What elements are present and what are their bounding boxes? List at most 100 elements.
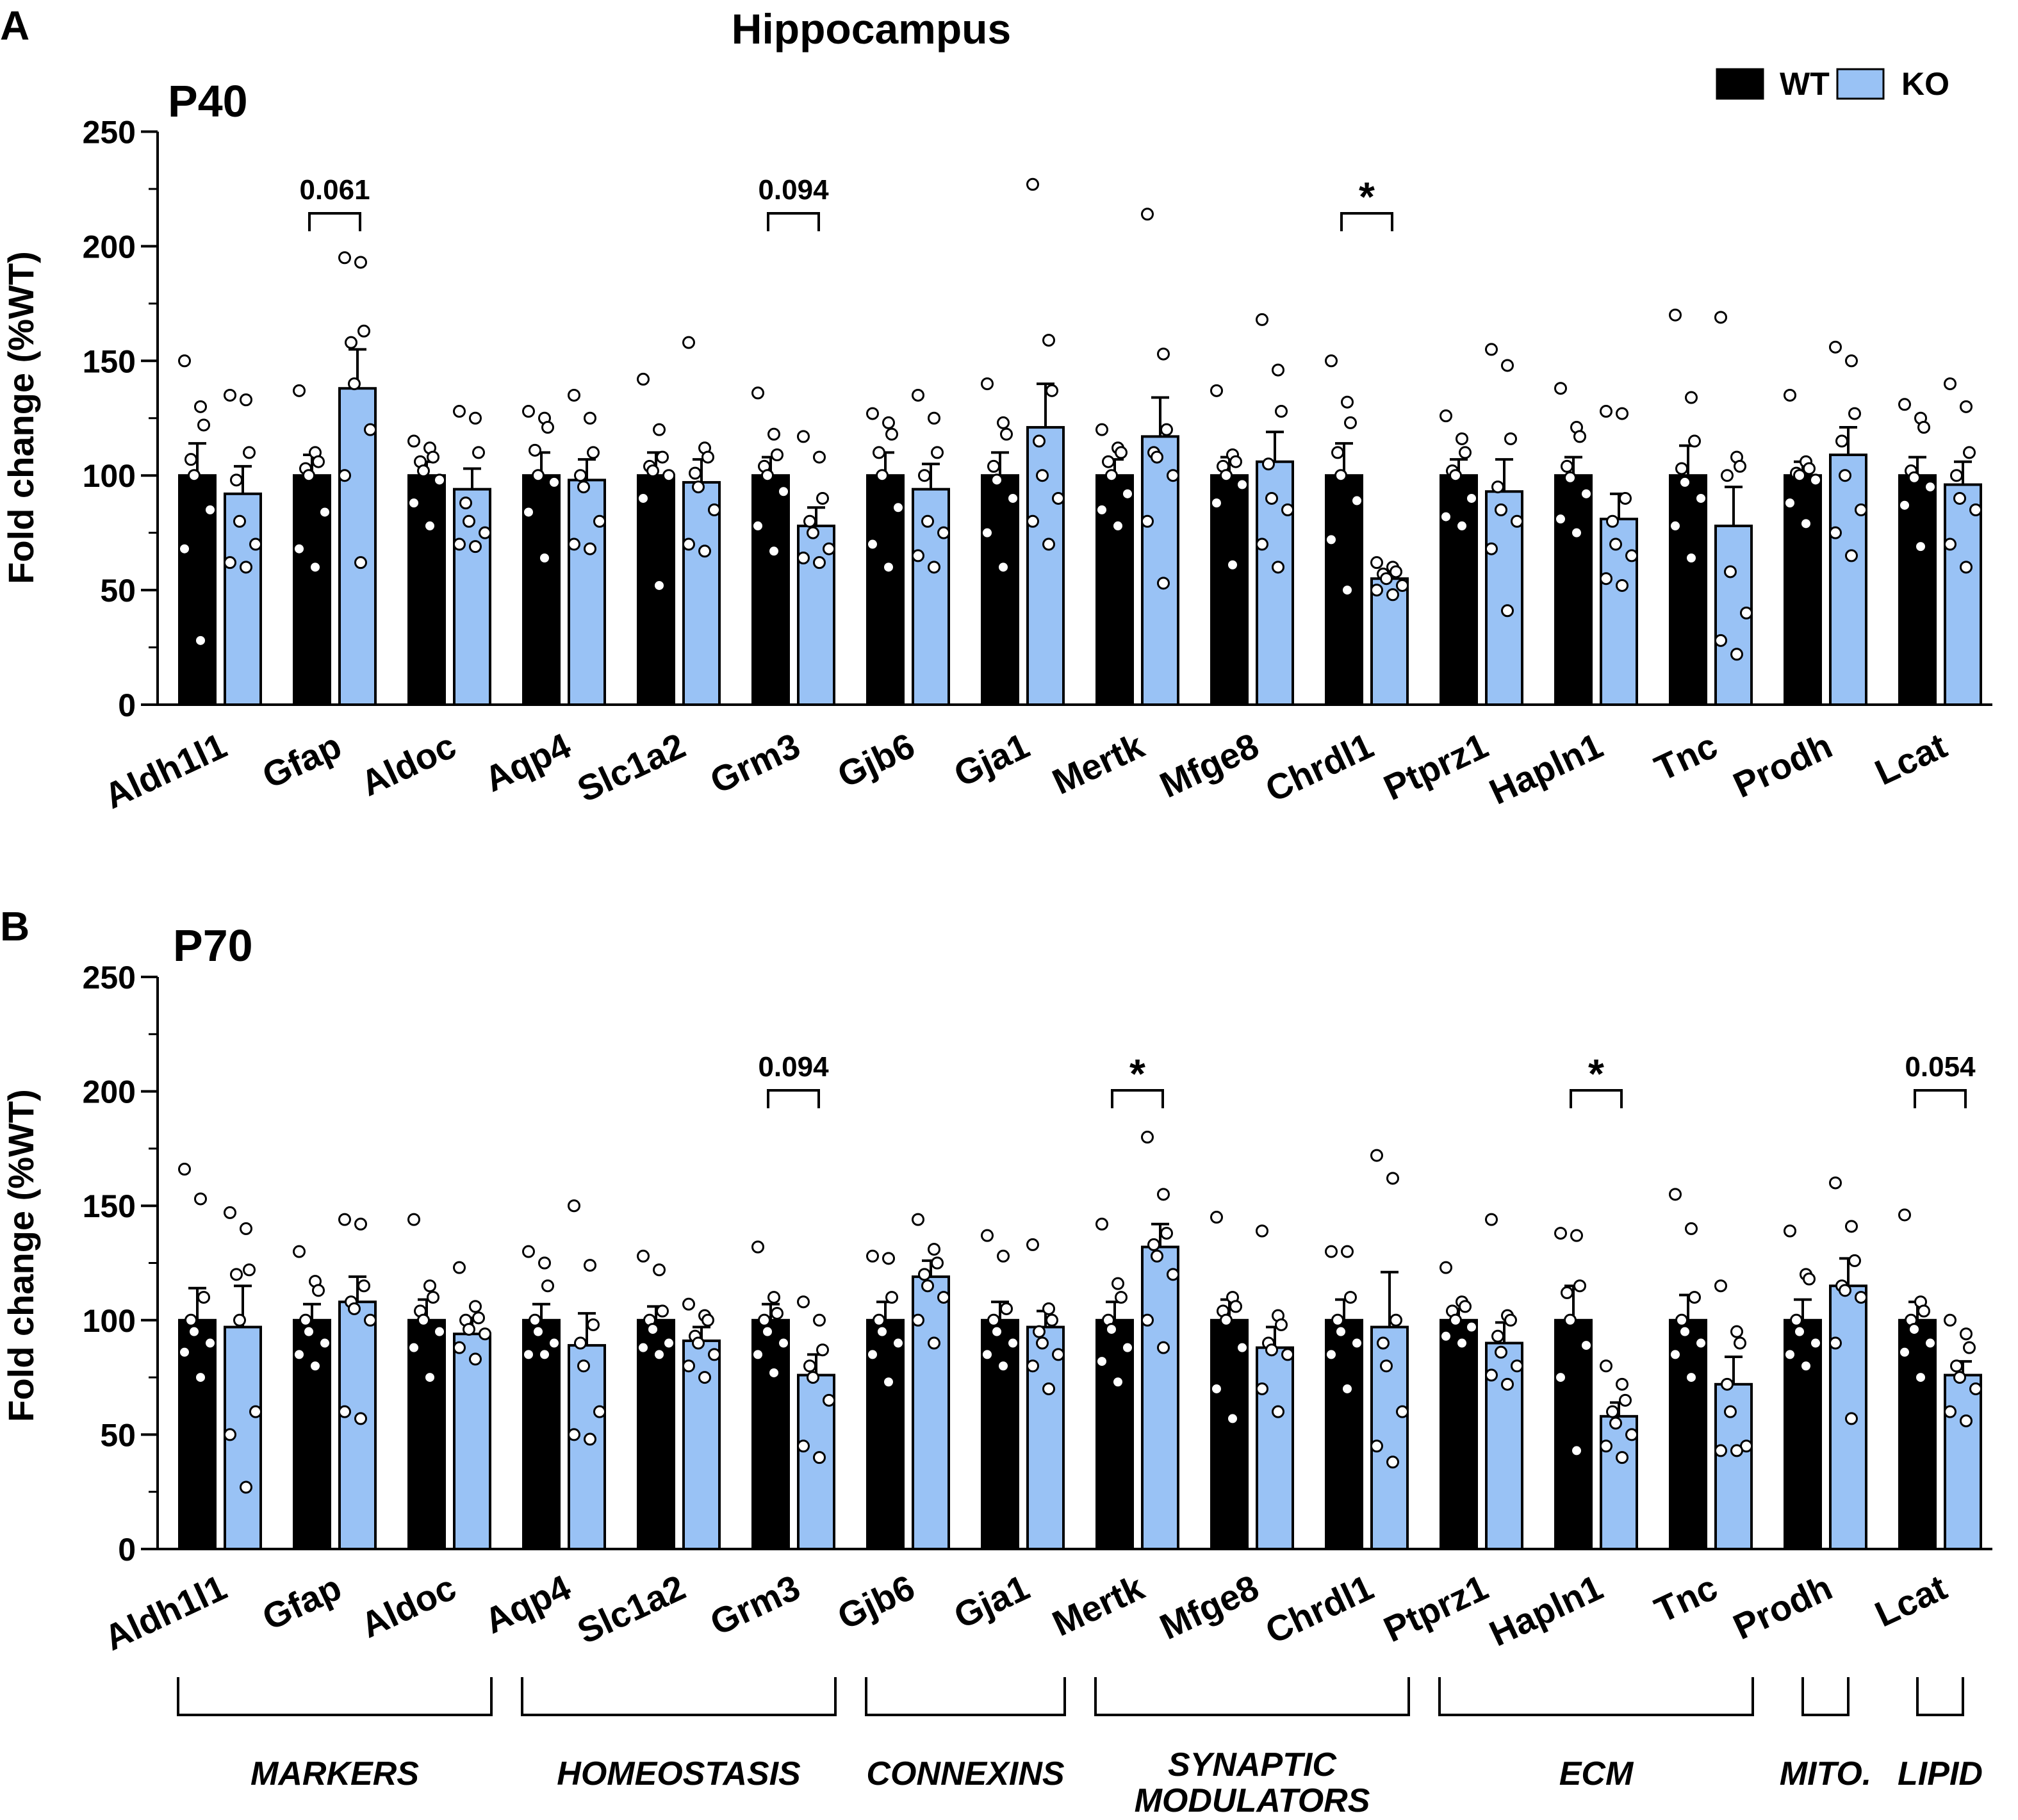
data-point-ko-prodh xyxy=(1848,1254,1861,1267)
data-point-ko-mertk xyxy=(1167,1268,1179,1281)
data-point-ko-ptprz1 xyxy=(1511,1359,1523,1373)
data-point-wt-mertk xyxy=(1095,423,1108,436)
data-point-wt-mertk xyxy=(1105,1323,1118,1336)
data-point-ko-tnc xyxy=(1714,634,1727,647)
bar-ko-aqp4 xyxy=(568,1344,606,1551)
data-point-ko-aldh1l1 xyxy=(224,1206,236,1219)
data-point-wt-lcat xyxy=(1908,1323,1921,1336)
bar-ko-gfap xyxy=(338,387,377,707)
data-point-wt-aldh1l1 xyxy=(178,354,191,368)
data-point-wt-lcat xyxy=(1898,498,1911,512)
data-point-wt-gfap xyxy=(293,542,306,555)
data-point-ko-lcat xyxy=(1953,491,1966,505)
data-point-wt-tnc xyxy=(1685,552,1698,565)
data-point-wt-hapln1 xyxy=(1570,1229,1583,1242)
data-point-ko-gfap xyxy=(338,1405,351,1418)
bar-ko-prodh xyxy=(1829,453,1867,706)
data-point-wt-gja1 xyxy=(997,1249,1010,1263)
data-point-ko-mertk xyxy=(1141,1313,1154,1327)
data-point-wt-aldoc xyxy=(423,519,436,532)
x-tick-label-mertk: Mertk xyxy=(1046,725,1151,802)
data-point-wt-tnc xyxy=(1669,1188,1682,1201)
data-point-ko-ptprz1 xyxy=(1501,1377,1514,1391)
data-point-wt-lcat xyxy=(1917,421,1930,434)
significance-label-hapln1: * xyxy=(1588,1051,1604,1097)
data-point-wt-aqp4 xyxy=(522,405,535,418)
x-tick-label-gfap: Gfap xyxy=(256,725,347,796)
data-point-ko-mertk xyxy=(1157,1188,1170,1201)
data-point-wt-hapln1 xyxy=(1573,1279,1586,1293)
data-point-wt-gja1 xyxy=(981,1229,994,1242)
data-point-wt-hapln1 xyxy=(1554,1371,1567,1384)
data-point-wt-gfap xyxy=(318,1336,331,1350)
data-point-wt-aldh1l1 xyxy=(194,1371,207,1384)
data-point-ko-tnc xyxy=(1714,311,1727,324)
data-point-wt-chrdl1 xyxy=(1341,1245,1354,1258)
data-point-wt-lcat xyxy=(1924,480,1937,494)
data-point-ko-aldh1l1 xyxy=(224,1428,236,1441)
data-point-ko-aqp4 xyxy=(568,1428,580,1441)
data-point-wt-gjb6 xyxy=(882,416,895,429)
data-point-ko-slc1a2 xyxy=(682,537,695,551)
data-point-wt-chrdl1 xyxy=(1344,416,1357,429)
y-tick-label: 100 xyxy=(83,458,136,494)
data-point-ko-aldh1l1 xyxy=(240,561,252,574)
data-point-ko-aqp4 xyxy=(584,411,596,425)
data-point-ko-gjb6 xyxy=(937,1291,950,1304)
bar-ko-aqp4 xyxy=(568,479,606,707)
data-point-wt-grm3 xyxy=(751,1348,764,1361)
data-point-wt-grm3 xyxy=(751,1240,764,1254)
significance-label-chrdl1: * xyxy=(1359,174,1375,220)
data-point-wt-gfap xyxy=(309,561,322,574)
data-point-wt-gjb6 xyxy=(885,427,898,441)
data-point-ko-gjb6 xyxy=(928,561,940,574)
data-point-wt-ptprz1 xyxy=(1459,446,1472,459)
data-point-ko-ptprz1 xyxy=(1485,343,1498,356)
data-point-ko-aldh1l1 xyxy=(240,393,252,407)
data-point-ko-hapln1 xyxy=(1616,1377,1628,1391)
data-point-wt-aldh1l1 xyxy=(204,503,217,516)
bar-wt-mertk xyxy=(1095,1318,1134,1551)
bar-ko-gfap xyxy=(338,1300,377,1550)
data-point-wt-chrdl1 xyxy=(1331,1313,1344,1327)
data-point-wt-prodh xyxy=(1793,469,1806,482)
data-point-wt-mertk xyxy=(1115,1291,1128,1304)
data-point-wt-gjb6 xyxy=(882,1252,895,1265)
data-point-ko-lcat xyxy=(1969,503,1982,516)
data-point-ko-chrdl1 xyxy=(1370,556,1383,570)
bar-wt-mfge8 xyxy=(1210,474,1249,706)
data-point-ko-prodh xyxy=(1829,1176,1842,1190)
data-point-wt-slc1a2 xyxy=(662,1336,675,1350)
data-point-wt-prodh xyxy=(1809,1336,1822,1350)
data-point-wt-mertk xyxy=(1121,487,1134,500)
data-point-ko-aldh1l1 xyxy=(224,556,236,570)
bar-ko-grm3 xyxy=(797,524,835,707)
data-point-ko-tnc xyxy=(1734,1336,1746,1350)
bar-wt-gja1 xyxy=(981,474,1019,706)
data-point-wt-gjb6 xyxy=(866,537,879,551)
data-point-wt-aqp4 xyxy=(541,1279,554,1293)
data-point-wt-ptprz1 xyxy=(1459,1300,1472,1313)
legend-wt-label: WT xyxy=(1780,66,1830,102)
data-point-ko-aqp4 xyxy=(574,469,587,482)
data-point-ko-hapln1 xyxy=(1606,1405,1619,1418)
data-point-ko-lcat xyxy=(1960,1327,1973,1341)
data-point-ko-hapln1 xyxy=(1619,491,1632,505)
data-point-wt-slc1a2 xyxy=(637,372,650,386)
significance-bracket-mertk xyxy=(1111,1089,1164,1108)
data-point-ko-aldh1l1 xyxy=(233,1313,246,1327)
data-point-wt-grm3 xyxy=(751,519,764,532)
data-point-wt-grm3 xyxy=(767,545,780,558)
data-point-wt-gja1 xyxy=(987,1313,1000,1327)
data-point-ko-mertk xyxy=(1160,423,1173,436)
bar-wt-aldoc xyxy=(407,1318,446,1551)
data-point-wt-mfge8 xyxy=(1210,496,1223,510)
group-label-mito-: MITO. xyxy=(1780,1755,1871,1792)
data-point-ko-prodh xyxy=(1835,434,1848,448)
significance-bracket-hapln1 xyxy=(1570,1089,1623,1108)
data-point-wt-aldoc xyxy=(427,1291,439,1304)
data-point-ko-lcat xyxy=(1944,1313,1956,1327)
data-point-ko-slc1a2 xyxy=(701,450,714,464)
data-point-ko-aldoc xyxy=(463,514,475,528)
group-bracket-connexins xyxy=(865,1677,1066,1716)
